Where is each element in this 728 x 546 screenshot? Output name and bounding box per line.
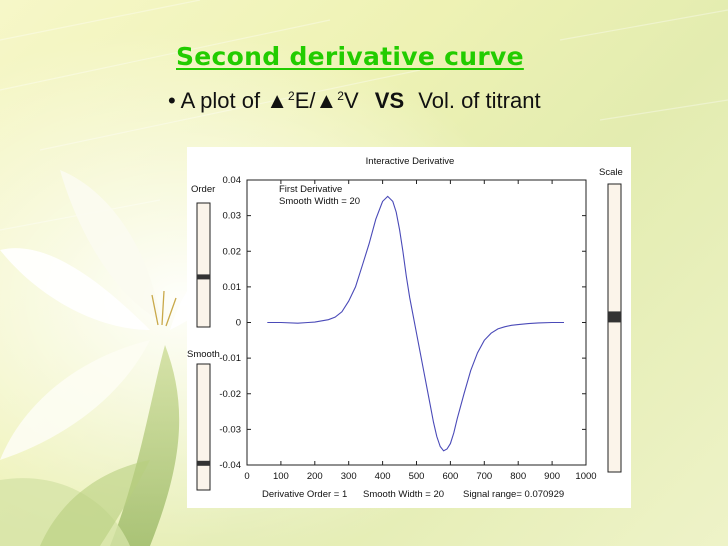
bullet-line: • A plot of ▲2E/▲2V VS Vol. of titrant [168,88,541,114]
window-title: Interactive Derivative [366,156,455,167]
y-tick-label: -0.02 [219,389,241,400]
x-tick-label: 900 [544,471,560,482]
smooth-label: Smooth [187,349,220,360]
y-tick-label: 0.03 [223,211,242,222]
y-tick-label: 0.04 [223,175,242,186]
figure-canvas: Interactive Derivative Order Smooth Scal… [187,156,623,500]
superscript-two: 2 [337,89,344,103]
slide-title: Second derivative curve [176,42,524,71]
order-slider-thumb[interactable] [197,274,210,280]
smooth-slider[interactable] [196,363,211,491]
order-slider[interactable] [196,202,211,328]
annotation-smooth-width: Smooth Width = 20 [279,196,360,207]
status-smooth-width: Smooth Width = 20 [363,489,444,500]
y-tick-label: -0.04 [219,460,241,471]
x-tick-label: 1000 [575,471,596,482]
y-tick-label: 0.01 [223,282,242,293]
y-tick-label: -0.03 [219,424,241,435]
annotation-first-derivative: First Derivative [279,184,342,195]
v-letter: V [343,88,359,113]
superscript-two: 2 [288,89,295,103]
delta-symbol: ▲ [315,88,338,113]
scale-slider[interactable] [607,183,622,473]
derivative-figure: Interactive Derivative Order Smooth Scal… [187,147,631,508]
x-tick-label: 200 [307,471,323,482]
y-tick-label: 0 [236,318,241,329]
x-tick-label: 300 [341,471,357,482]
x-tick-label: 500 [409,471,425,482]
x-tick-label: 400 [375,471,391,482]
y-tick-label: -0.01 [219,353,241,364]
x-tick-label: 700 [476,471,492,482]
vs-text: VS [374,88,405,113]
bullet-text-suffix: Vol. of titrant [418,88,541,113]
e-separator: E/ [294,88,316,113]
delta-symbol: ▲ [266,88,289,113]
x-tick-label: 0 [244,471,249,482]
series-line [267,195,564,452]
status-derivative-order: Derivative Order = 1 [262,489,347,500]
scale-label: Scale [599,167,623,178]
bullet-marker: • [168,88,176,113]
order-label: Order [191,184,215,195]
scale-slider-thumb[interactable] [608,311,621,323]
plot-area [246,179,587,466]
smooth-slider-thumb[interactable] [197,460,210,466]
x-tick-label: 800 [510,471,526,482]
y-tick-label: 0.02 [223,246,242,257]
status-signal-range: Signal range= 0.070929 [463,489,564,500]
bullet-text-prefix: A plot of [180,88,267,113]
x-tick-label: 600 [442,471,458,482]
x-tick-label: 100 [273,471,289,482]
